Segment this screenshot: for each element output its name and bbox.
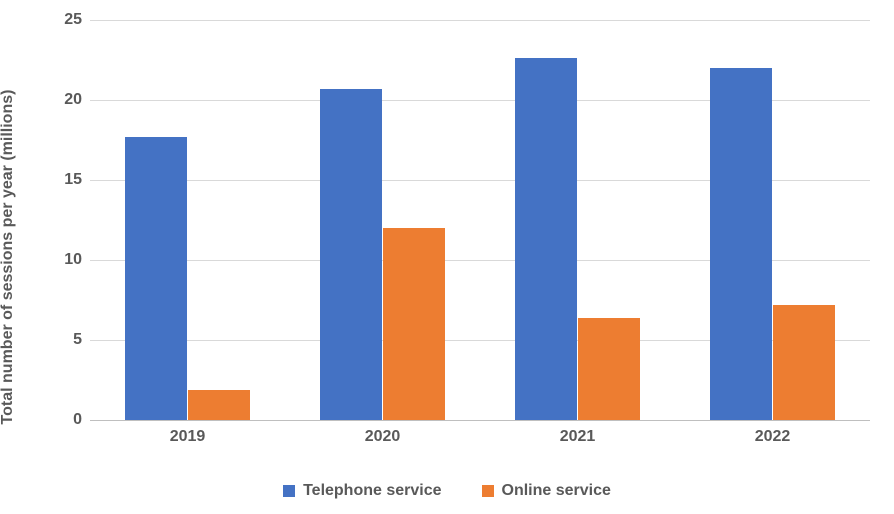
y-tick-label: 25 bbox=[64, 11, 82, 29]
y-tick-label: 20 bbox=[64, 91, 82, 109]
legend-label: Telephone service bbox=[303, 482, 441, 500]
y-axis-title: Total number of sessions per year (milli… bbox=[0, 90, 17, 425]
legend-swatch bbox=[283, 485, 295, 497]
y-tick-label: 5 bbox=[73, 331, 82, 349]
legend-item: Telephone service bbox=[283, 482, 441, 500]
bar bbox=[383, 228, 445, 420]
legend-swatch bbox=[482, 485, 494, 497]
bar bbox=[125, 137, 187, 420]
x-tick-label: 2019 bbox=[170, 428, 206, 446]
y-tick-label: 0 bbox=[73, 411, 82, 429]
bar bbox=[320, 89, 382, 420]
gridline bbox=[90, 20, 870, 21]
bar bbox=[515, 58, 577, 420]
x-tick-label: 2022 bbox=[755, 428, 791, 446]
plot-area: 05101520252019202020212022 bbox=[90, 20, 870, 420]
bar bbox=[710, 68, 772, 420]
legend-label: Online service bbox=[502, 482, 611, 500]
legend-item: Online service bbox=[482, 482, 611, 500]
y-tick-label: 10 bbox=[64, 251, 82, 269]
legend: Telephone service Online service bbox=[0, 482, 894, 500]
bar bbox=[188, 390, 250, 420]
bar bbox=[773, 305, 835, 420]
x-tick-label: 2020 bbox=[365, 428, 401, 446]
sessions-chart: Total number of sessions per year (milli… bbox=[0, 0, 894, 514]
x-tick-label: 2021 bbox=[560, 428, 596, 446]
axis-baseline bbox=[90, 420, 870, 421]
bar bbox=[578, 318, 640, 420]
y-tick-label: 15 bbox=[64, 171, 82, 189]
